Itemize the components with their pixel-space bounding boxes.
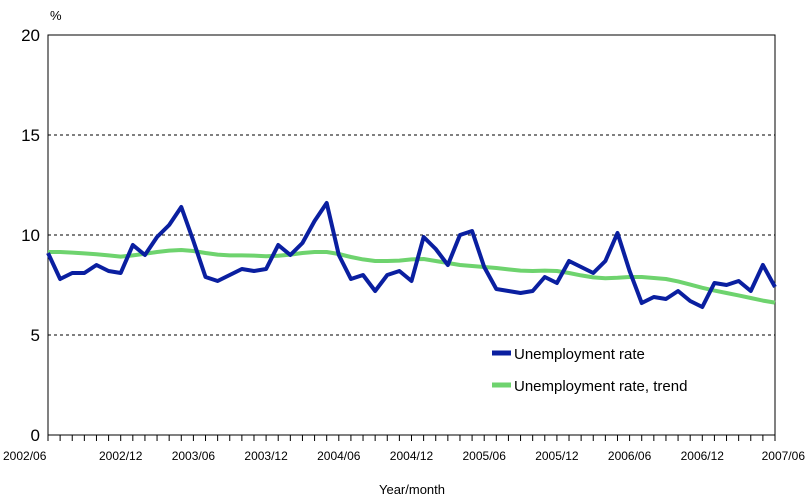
y-axis-ticks: 0 5 10 15 20 [21, 26, 40, 445]
y-tick-label-20: 20 [21, 26, 40, 45]
legend: Unemployment rate Unemployment rate, tre… [492, 346, 687, 395]
series-line-unemployment-rate-trend [48, 248, 776, 305]
x-tick-label-2007-06: 2007/06 [762, 449, 806, 463]
x-tick-label-2004-06: 2004/06 [317, 449, 361, 463]
y-tick-label-5: 5 [31, 326, 40, 345]
x-tick-label-2005-12: 2005/12 [535, 449, 579, 463]
x-tick-label-2006-06: 2006/06 [608, 449, 652, 463]
gridlines [48, 134, 775, 336]
series-line-unemployment-rate [46, 201, 777, 309]
x-tick-label-2003-12: 2003/12 [244, 449, 288, 463]
x-tick-label-2004-12: 2004/12 [390, 449, 434, 463]
x-axis-ticks: 2002/06 2002/12 2003/06 2003/12 2004/06 2004/… [3, 435, 805, 463]
x-tick-label-2002-12: 2002/12 [99, 449, 143, 463]
x-tick-label-2006-12: 2006/12 [681, 449, 725, 463]
x-tick-label-2002-06: 2002/06 [3, 449, 47, 463]
legend-label-unemployment-rate-trend: Unemployment rate, trend [514, 378, 687, 395]
y-tick-label-0: 0 [31, 426, 40, 445]
y-tick-label-10: 10 [21, 226, 40, 245]
y-tick-label-15: 15 [21, 126, 40, 145]
x-tick-label-2005-06: 2005/06 [463, 449, 507, 463]
series-lines [46, 201, 777, 309]
legend-label-unemployment-rate: Unemployment rate [514, 346, 645, 363]
x-tick-label-2003-06: 2003/06 [172, 449, 216, 463]
x-axis-title: Year/month [379, 482, 445, 497]
y-axis-unit-label: % [50, 8, 62, 23]
